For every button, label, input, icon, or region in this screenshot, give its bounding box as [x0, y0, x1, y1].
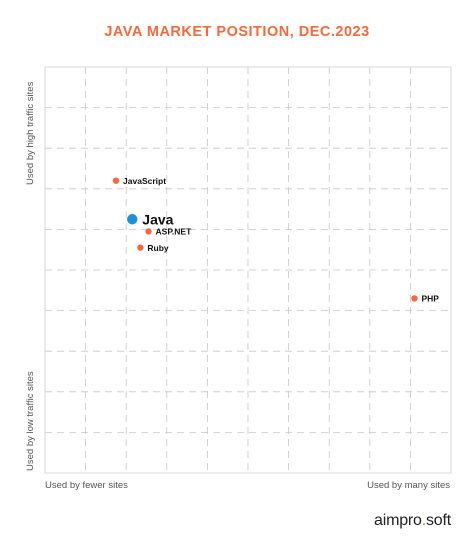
point-asp-net — [145, 228, 152, 235]
grid-lines — [45, 67, 451, 473]
point-javascript — [112, 177, 120, 184]
logo-separator: . — [421, 512, 426, 529]
chart-title: JAVA MARKET POSITION, DEC.2023 — [104, 24, 370, 40]
point-label-ruby: Ruby — [147, 243, 169, 253]
point-label-javascript: JavaScript — [123, 176, 166, 186]
point-label-asp-net: ASP.NET — [156, 227, 193, 237]
point-php — [411, 295, 418, 302]
logo-part2: soft — [426, 512, 451, 529]
point-ruby — [137, 244, 144, 251]
brand-logo: aimpro.soft — [374, 512, 451, 530]
plot-frame — [44, 66, 452, 474]
x-axis-high-label: Used by many sites — [367, 480, 450, 491]
point-label-java: Java — [142, 211, 173, 227]
x-axis-low-label: Used by fewer sites — [45, 480, 128, 491]
plot-border — [44, 66, 452, 474]
logo-part1: aimpro — [374, 512, 422, 529]
y-axis-high-label: Used by high traffic sites — [25, 81, 36, 185]
point-label-php: PHP — [421, 294, 439, 304]
y-axis-low-label: Used by low traffic sites — [25, 371, 36, 471]
point-java — [127, 214, 138, 225]
